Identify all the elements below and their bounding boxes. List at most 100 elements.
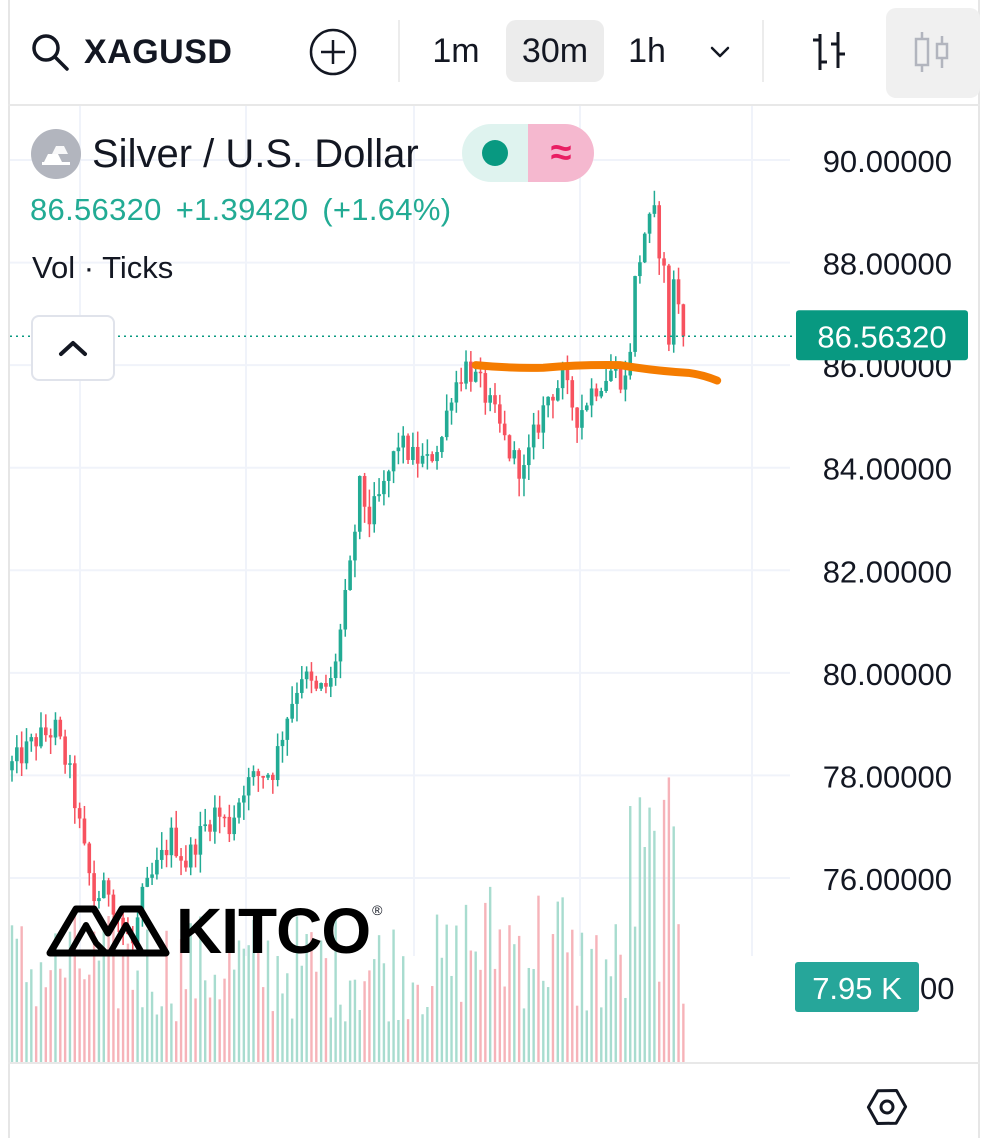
volume-bar (150, 991, 154, 1062)
candle-body (459, 382, 463, 384)
candle-body (565, 369, 570, 381)
volume-bar (662, 799, 666, 1062)
price-change: +1.39420 (175, 192, 309, 227)
volume-bar (141, 1007, 144, 1062)
candle-body (150, 874, 154, 878)
legend-quote: 86.56320 +1.39420 (+1.64%) (30, 192, 465, 228)
volume-bar (107, 916, 110, 1062)
volume-bar (237, 940, 241, 1062)
candle-body (353, 531, 357, 561)
top-toolbar: XAGUSD 1m 30m 1h (0, 0, 1008, 104)
symbol-search[interactable]: XAGUSD (30, 22, 232, 82)
volume-bar (546, 987, 550, 1062)
candle-body (599, 390, 604, 397)
candlestick-series (10, 190, 686, 953)
candle-body (309, 671, 314, 681)
candle-body (647, 213, 652, 234)
volume-bar (358, 1009, 361, 1062)
interval-1m-button[interactable]: 1m (432, 31, 480, 70)
kitco-watermark-logo: KITCO ® (46, 895, 382, 967)
volume-bar (247, 945, 250, 1062)
candle-body (411, 446, 415, 460)
volume-bar (672, 826, 675, 1062)
candle-body (570, 380, 575, 408)
volume-bar (242, 948, 246, 1062)
last-price-badge (796, 310, 968, 361)
volume-bar (348, 980, 352, 1062)
candle-body (10, 761, 14, 771)
volume-bar (271, 1011, 275, 1062)
candle-body (473, 371, 478, 382)
market-status-pill[interactable]: ≈ (462, 124, 594, 182)
candle-body (63, 736, 67, 765)
volume-bar (179, 939, 183, 1062)
candle-body (449, 402, 454, 411)
candle-body (551, 396, 555, 401)
volume-bar (334, 918, 337, 1062)
candle-body (652, 205, 657, 214)
candle-body (527, 447, 531, 466)
volume-bar (595, 935, 598, 1062)
candle-body (638, 262, 642, 277)
volume-bar (459, 1001, 463, 1062)
volume-bar (426, 1007, 429, 1062)
volume-badge-text: 7.95 K (812, 971, 902, 1006)
candle-body (324, 683, 328, 687)
candle-body (633, 276, 637, 352)
candle-body (372, 496, 377, 525)
candle-style-icon[interactable] (902, 22, 962, 82)
collapse-legend-button[interactable] (31, 315, 115, 381)
volume-bar (513, 944, 516, 1062)
bar-style-icon[interactable] (800, 22, 860, 82)
candle-body (169, 827, 174, 856)
volume-bar (556, 901, 559, 1062)
volume-bar (44, 987, 48, 1062)
candle-body (478, 371, 483, 374)
volume-bar (25, 982, 28, 1062)
volume-bar (329, 1017, 332, 1062)
candle-body (319, 683, 323, 689)
candle-body (362, 476, 367, 507)
volume-bar (305, 934, 308, 1062)
volume-bar (112, 916, 115, 1062)
chevron-down-icon[interactable] (700, 32, 740, 72)
candle-body (275, 746, 280, 780)
volume-bar (97, 960, 101, 1062)
candle-body (512, 450, 517, 459)
volume-bar (619, 954, 622, 1062)
add-symbol-button[interactable] (308, 27, 358, 77)
interval-1h-button[interactable]: 1h (628, 31, 666, 70)
volume-bar (431, 986, 434, 1062)
volume-bar (397, 1019, 400, 1062)
volume-bar (585, 1010, 588, 1062)
candle-body (92, 873, 96, 902)
price-tick-label: 84.00000 (823, 452, 952, 487)
volume-bar (542, 980, 545, 1062)
volume-bar (199, 916, 202, 1062)
volume-bar (295, 916, 299, 1062)
candle-body (493, 395, 497, 405)
volume-bar (136, 970, 139, 1062)
candle-body (502, 423, 507, 436)
interval-30m-button[interactable]: 30m (506, 20, 604, 82)
candle-body (164, 849, 169, 856)
candle-body (613, 368, 618, 371)
trend-line-annotation (10, 335, 795, 385)
candle-body (386, 471, 391, 481)
volume-bar (165, 930, 168, 1062)
volume-bar (34, 1006, 38, 1062)
candle-body (498, 404, 502, 424)
settings-icon[interactable] (862, 1082, 912, 1132)
volume-bar (411, 982, 415, 1062)
volume-bar (170, 1003, 173, 1062)
price-chart[interactable]: 90.0000088.0000086.0000084.0000082.00000… (0, 106, 1008, 1062)
candle-body (420, 455, 425, 464)
price-tick-label: 76.00000 (823, 862, 952, 897)
volume-bar (373, 959, 376, 1062)
candle-body (517, 450, 521, 479)
volume-bar (604, 959, 608, 1062)
volume-bar (73, 916, 76, 1062)
volume-indicator-label[interactable]: Vol · Ticks (32, 250, 174, 285)
volume-bar (281, 993, 284, 1062)
candle-body (280, 739, 285, 747)
